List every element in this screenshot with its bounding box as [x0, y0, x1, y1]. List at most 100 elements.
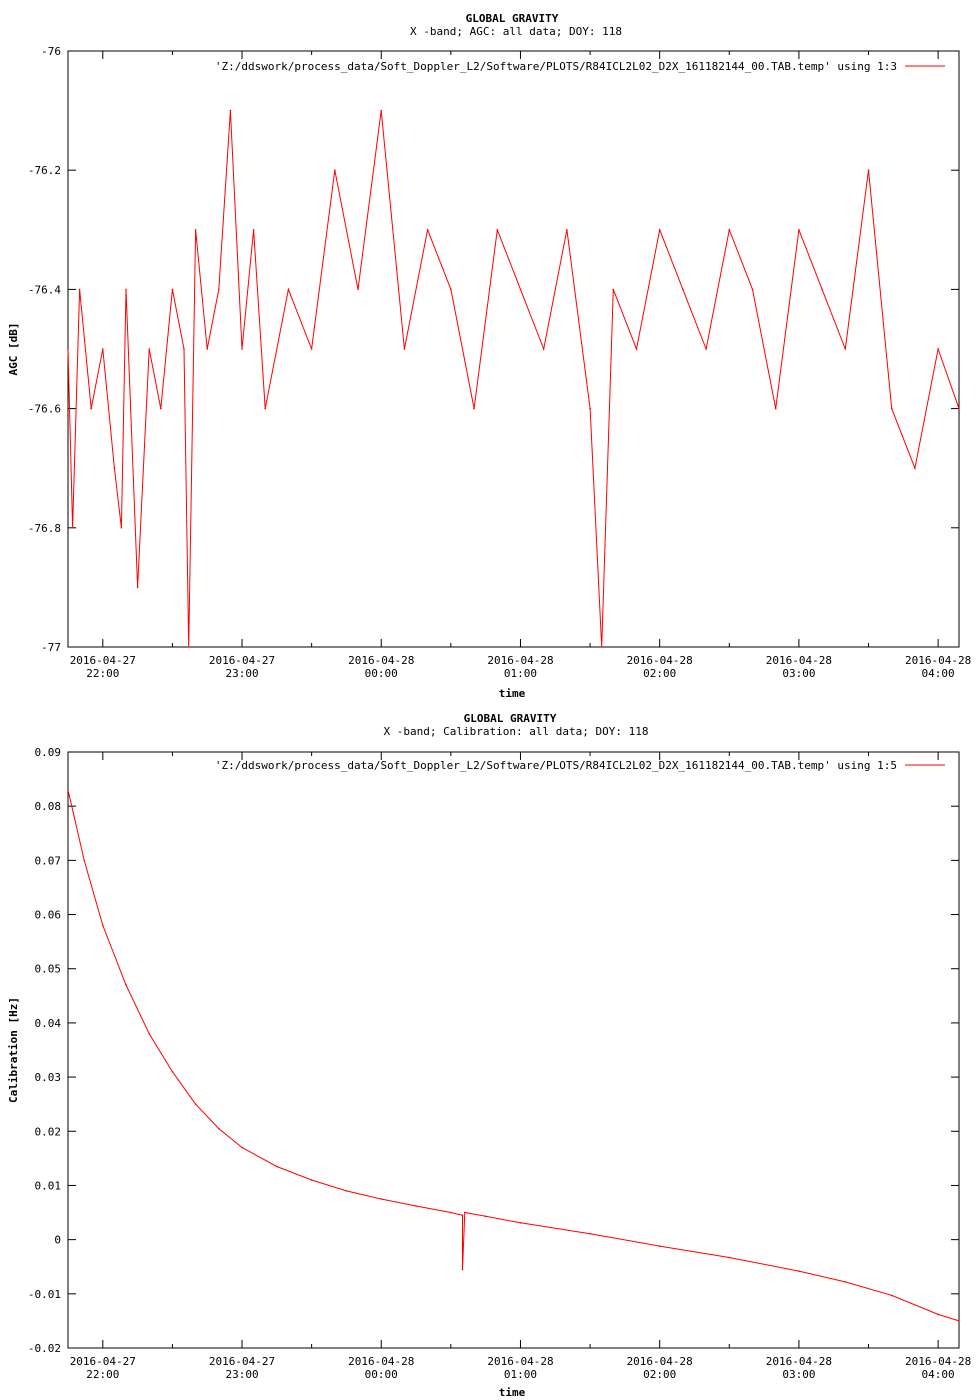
x-tick-time-label: 04:00	[922, 667, 955, 680]
x-tick-date-label: 2016-04-27	[209, 654, 275, 667]
data-point	[450, 288, 452, 291]
data-point	[287, 288, 290, 291]
data-point	[728, 1256, 731, 1259]
agc-legend-label: 'Z:/ddswork/process_data/Soft_Doppler_L2…	[215, 60, 897, 73]
calibration-series-points	[67, 789, 960, 1322]
x-tick-time-label: 04:00	[922, 1368, 955, 1381]
data-point	[426, 229, 429, 231]
data-point	[187, 646, 190, 648]
x-tick-date-label: 2016-04-28	[766, 654, 832, 667]
y-tick-label: -0.01	[28, 1288, 61, 1301]
y-tick-label: -76.8	[28, 522, 61, 535]
data-point	[461, 1214, 464, 1217]
data-point	[566, 229, 568, 231]
x-tick-date-label: 2016-04-28	[905, 654, 971, 667]
calibration-legend-label: 'Z:/ddswork/process_data/Soft_Doppler_L2…	[215, 759, 897, 772]
y-tick-label: -77	[41, 641, 61, 654]
calibration-chart-subtitle: X -band; Calibration: all data; DOY: 118	[384, 725, 649, 738]
data-point	[90, 407, 93, 410]
y-tick-label: 0.09	[35, 746, 62, 759]
x-tick-date-label: 2016-04-28	[627, 1355, 693, 1368]
data-point	[751, 288, 754, 291]
agc-y-ticks: -76 -76.2 -76.4 -76.6 -76.8 -77	[28, 45, 959, 654]
data-point	[774, 407, 777, 410]
y-tick-label: 0	[54, 1234, 61, 1247]
x-tick-date-label: 2016-04-28	[348, 1355, 414, 1368]
x-tick-time-label: 01:00	[504, 667, 537, 680]
data-point	[113, 467, 116, 470]
y-tick-label: -76.6	[28, 403, 61, 416]
calibration-y-axis-label: Calibration [Hz]	[7, 997, 20, 1103]
x-tick-date-label: 2016-04-28	[487, 654, 553, 667]
data-point	[937, 348, 939, 350]
data-point	[83, 859, 86, 862]
data-point	[914, 467, 916, 470]
agc-series-points	[67, 109, 960, 648]
data-point	[310, 1179, 313, 1181]
y-tick-label: 0.01	[35, 1179, 62, 1192]
data-point	[71, 527, 74, 529]
x-tick-time-label: 22:00	[86, 667, 119, 680]
data-point	[148, 1032, 151, 1035]
data-point	[148, 348, 151, 350]
data-point	[958, 407, 960, 410]
x-tick-date-label: 2016-04-28	[348, 654, 414, 667]
data-point	[67, 348, 69, 350]
x-tick-time-label: 23:00	[225, 1368, 258, 1381]
data-point	[658, 229, 661, 231]
data-point	[682, 288, 684, 291]
x-tick-time-label: 02:00	[643, 667, 676, 680]
data-point	[171, 288, 174, 291]
data-point	[728, 229, 731, 231]
data-point	[67, 789, 69, 791]
data-point	[798, 229, 800, 231]
data-point	[612, 288, 615, 291]
data-point	[821, 288, 823, 291]
agc-x-ticks: 2016-04-2722:002016-04-2723:002016-04-28…	[70, 51, 971, 680]
x-tick-date-label: 2016-04-28	[766, 1355, 832, 1368]
y-tick-label: -0.02	[28, 1342, 61, 1355]
y-tick-label: 0.02	[35, 1125, 62, 1138]
data-point	[264, 407, 267, 410]
calibration-x-axis-label: time	[499, 1386, 526, 1399]
data-point	[542, 348, 545, 350]
data-point	[484, 1215, 487, 1218]
x-tick-time-label: 01:00	[504, 1368, 537, 1381]
y-tick-label: 0.06	[35, 909, 62, 922]
data-point	[519, 288, 522, 291]
data-point	[102, 348, 104, 350]
y-tick-label: -76.2	[28, 164, 61, 177]
calibration-y-ticks: 0.09 0.08 0.07 0.06 0.05 0.04 0.03 0.02 0.01 0 -0.…	[28, 746, 959, 1355]
x-tick-time-label: 22:00	[86, 1368, 119, 1381]
data-point	[705, 348, 707, 350]
x-tick-date-label: 2016-04-28	[627, 654, 693, 667]
data-point	[102, 924, 104, 927]
data-point	[276, 1165, 278, 1168]
data-point	[218, 288, 220, 291]
data-point	[496, 229, 499, 231]
data-point	[183, 348, 185, 350]
data-point	[635, 348, 638, 350]
data-point	[194, 229, 197, 231]
data-point	[937, 1313, 939, 1316]
y-tick-label: 0.04	[35, 1017, 62, 1030]
calibration-plot-frame	[67, 751, 960, 1349]
x-tick-time-label: 00:00	[365, 667, 398, 680]
x-tick-date-label: 2016-04-27	[70, 1355, 136, 1368]
data-point	[890, 1294, 893, 1297]
data-point	[136, 586, 139, 589]
data-point	[160, 407, 162, 410]
data-point	[403, 348, 406, 350]
data-point	[310, 348, 313, 350]
data-point	[171, 1070, 174, 1073]
data-point	[357, 288, 359, 291]
x-tick-time-label: 23:00	[225, 667, 258, 680]
agc-chart: GLOBAL GRAVITY X -band; AGC: all data; D…	[7, 12, 971, 700]
agc-x-axis-label: time	[499, 687, 526, 700]
y-tick-label: 0.08	[35, 800, 62, 813]
data-point	[844, 348, 847, 350]
x-tick-date-label: 2016-04-28	[905, 1355, 971, 1368]
agc-chart-subtitle: X -band; AGC: all data; DOY: 118	[410, 25, 622, 38]
agc-plot-frame	[67, 50, 960, 648]
